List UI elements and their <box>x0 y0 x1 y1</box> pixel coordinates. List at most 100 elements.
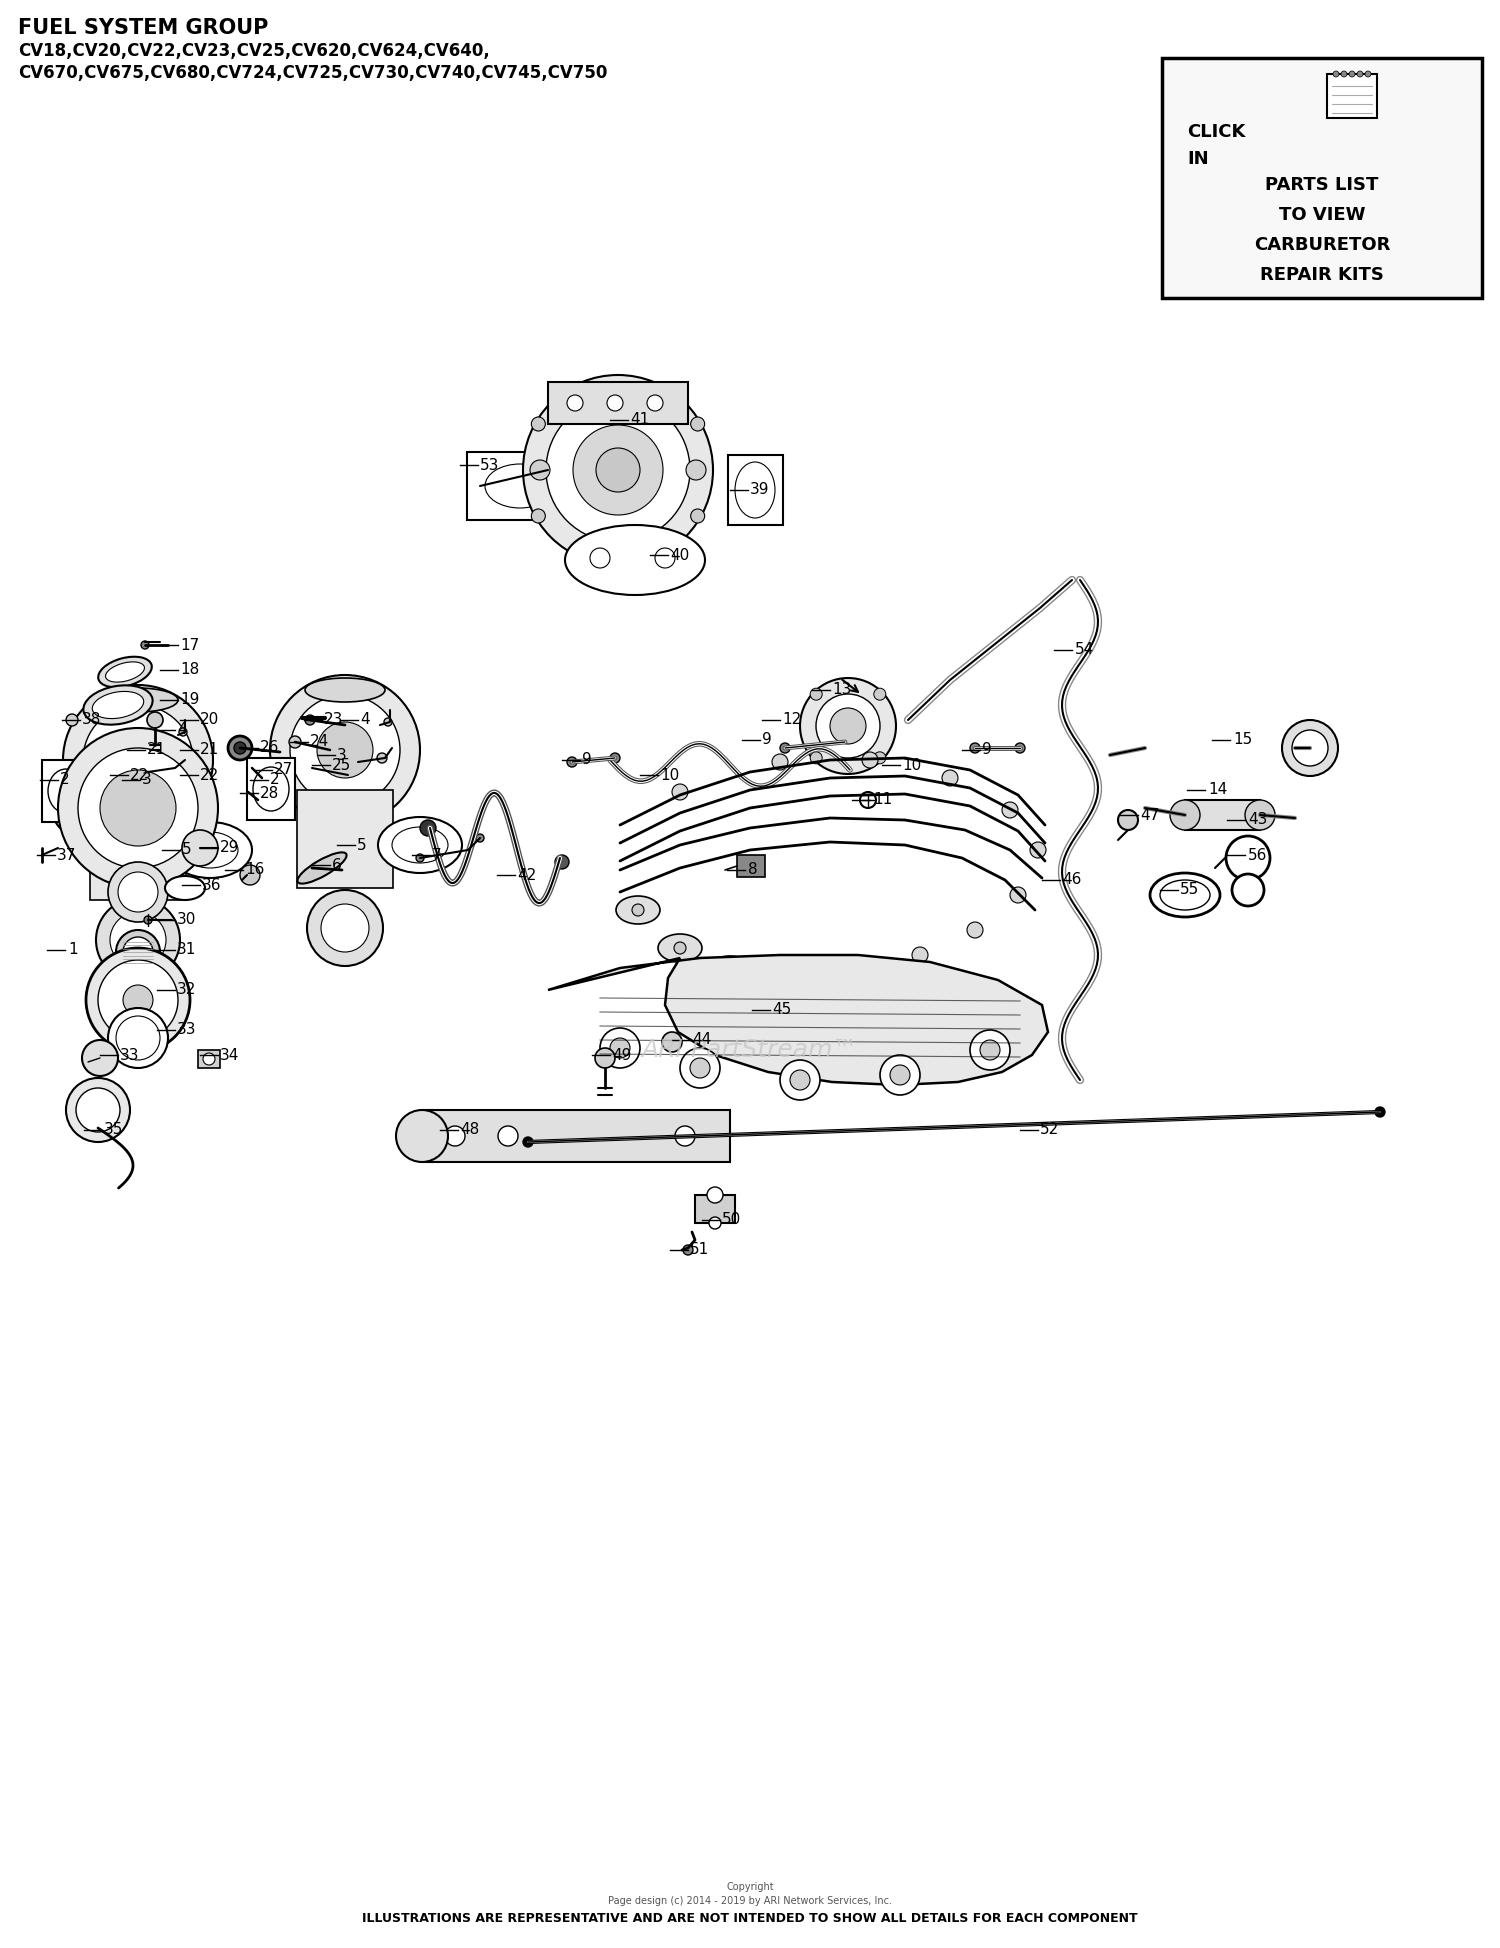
Text: 51: 51 <box>690 1243 709 1258</box>
Text: 16: 16 <box>244 863 264 877</box>
Text: 9: 9 <box>982 742 992 758</box>
Text: ILLUSTRATIONS ARE REPRESENTATIVE AND ARE NOT INTENDED TO SHOW ALL DETAILS FOR EA: ILLUSTRATIONS ARE REPRESENTATIVE AND ARE… <box>362 1913 1138 1925</box>
Circle shape <box>531 417 546 431</box>
Bar <box>1185 801 1260 830</box>
Circle shape <box>1292 730 1328 766</box>
Circle shape <box>800 678 895 773</box>
Circle shape <box>446 1126 465 1145</box>
Text: 3: 3 <box>338 748 346 762</box>
Circle shape <box>706 1186 723 1204</box>
Text: 2: 2 <box>270 773 279 787</box>
Text: 38: 38 <box>82 713 102 727</box>
Ellipse shape <box>165 877 206 900</box>
Circle shape <box>853 976 865 988</box>
Circle shape <box>178 729 188 736</box>
Text: IN: IN <box>1186 150 1209 168</box>
Text: 53: 53 <box>480 458 500 473</box>
Circle shape <box>66 715 78 727</box>
Text: 54: 54 <box>1076 643 1094 658</box>
Circle shape <box>228 736 252 760</box>
Polygon shape <box>153 769 171 785</box>
Circle shape <box>76 1089 120 1132</box>
Text: 28: 28 <box>260 785 279 801</box>
Circle shape <box>116 1017 160 1060</box>
Circle shape <box>859 793 876 808</box>
Text: CV670,CV675,CV680,CV724,CV725,CV730,CV740,CV745,CV750: CV670,CV675,CV680,CV724,CV725,CV730,CV74… <box>18 64 608 82</box>
Ellipse shape <box>57 773 93 826</box>
Circle shape <box>290 736 302 748</box>
Circle shape <box>970 742 980 754</box>
Circle shape <box>86 949 190 1052</box>
Ellipse shape <box>254 768 290 810</box>
Circle shape <box>66 1077 130 1142</box>
Text: 29: 29 <box>220 840 240 855</box>
Text: FUEL SYSTEM GROUP: FUEL SYSTEM GROUP <box>18 18 268 39</box>
Circle shape <box>880 1056 920 1095</box>
Circle shape <box>58 729 217 888</box>
Text: 15: 15 <box>1233 732 1252 748</box>
Circle shape <box>608 395 622 411</box>
Circle shape <box>674 943 686 955</box>
Circle shape <box>942 769 958 785</box>
Ellipse shape <box>616 896 660 923</box>
Text: 19: 19 <box>180 692 200 707</box>
Ellipse shape <box>658 933 702 962</box>
Text: 6: 6 <box>332 857 342 873</box>
Text: 49: 49 <box>612 1048 632 1062</box>
Circle shape <box>890 1066 910 1085</box>
Circle shape <box>1118 810 1138 830</box>
Text: 22: 22 <box>200 768 219 783</box>
Circle shape <box>810 752 822 764</box>
Circle shape <box>874 752 886 764</box>
Text: 41: 41 <box>630 413 650 427</box>
Text: CV18,CV20,CV22,CV23,CV25,CV620,CV624,CV640,: CV18,CV20,CV22,CV23,CV25,CV620,CV624,CV6… <box>18 43 489 60</box>
Text: 2: 2 <box>60 773 69 787</box>
Ellipse shape <box>98 656 152 688</box>
Ellipse shape <box>297 853 346 884</box>
Circle shape <box>874 688 886 699</box>
Text: PARTS LIST: PARTS LIST <box>1266 175 1378 195</box>
Text: 3: 3 <box>142 773 152 787</box>
Circle shape <box>1341 70 1347 78</box>
Text: Copyright: Copyright <box>726 1882 774 1892</box>
Circle shape <box>555 855 568 869</box>
Bar <box>422 1110 730 1163</box>
Circle shape <box>78 748 198 869</box>
Circle shape <box>567 395 584 411</box>
Text: 39: 39 <box>750 483 770 497</box>
Circle shape <box>1358 70 1364 78</box>
Bar <box>248 758 296 820</box>
Circle shape <box>108 863 168 921</box>
Bar <box>736 855 765 877</box>
Circle shape <box>590 547 610 569</box>
Text: 24: 24 <box>310 734 330 750</box>
Circle shape <box>1282 721 1338 775</box>
Circle shape <box>376 754 387 764</box>
Text: 47: 47 <box>1140 808 1160 822</box>
Ellipse shape <box>304 678 386 701</box>
Circle shape <box>316 723 374 777</box>
Circle shape <box>118 873 158 912</box>
Ellipse shape <box>484 464 555 508</box>
Circle shape <box>632 904 644 916</box>
Bar <box>548 382 688 425</box>
Bar <box>466 452 572 520</box>
Text: 46: 46 <box>1062 873 1082 888</box>
Ellipse shape <box>378 816 462 873</box>
Text: 12: 12 <box>782 713 801 727</box>
Text: 27: 27 <box>274 762 294 777</box>
Circle shape <box>1334 70 1340 78</box>
Text: 30: 30 <box>177 912 197 927</box>
Circle shape <box>304 715 315 725</box>
Circle shape <box>980 1040 1000 1060</box>
Text: 13: 13 <box>833 682 852 697</box>
Text: 5: 5 <box>357 838 366 853</box>
Text: 55: 55 <box>1180 882 1200 898</box>
Ellipse shape <box>392 828 448 863</box>
Bar <box>1328 74 1377 119</box>
Circle shape <box>912 947 928 962</box>
Circle shape <box>970 1030 1010 1069</box>
Text: 26: 26 <box>260 740 279 756</box>
Circle shape <box>816 693 880 758</box>
Text: 52: 52 <box>1040 1122 1059 1138</box>
